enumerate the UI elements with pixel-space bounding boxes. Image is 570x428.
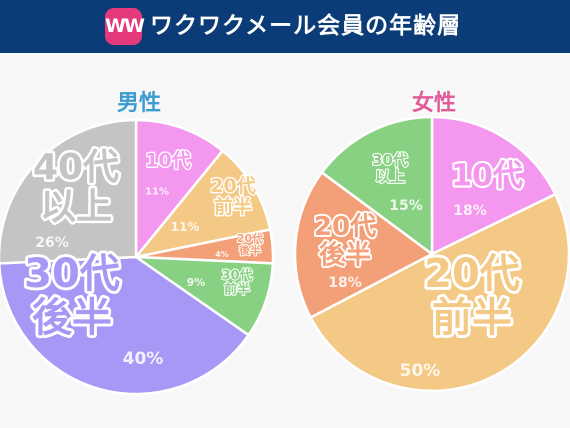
slice-label-0-5-1: 以上 bbox=[40, 186, 112, 227]
slice-label-1-3-0: 30代 bbox=[372, 151, 408, 169]
page-title: ワクワクメール会員の年齢層 bbox=[150, 13, 462, 39]
slice-label-1-2-1: 後半 bbox=[319, 239, 371, 270]
slice-percent-0-4: 40% bbox=[123, 349, 164, 369]
slice-label-0-2-0: 20代 bbox=[237, 231, 263, 245]
app-logo-icon: WW bbox=[105, 8, 145, 45]
pie-slice-0-4 bbox=[0, 255, 251, 396]
slice-label-1-1-0: 20代 bbox=[424, 251, 520, 297]
slice-percent-0-5: 26% bbox=[35, 235, 69, 251]
slice-label-1-1-1: 前半 bbox=[432, 295, 512, 341]
chart-title-female: 女性 bbox=[411, 91, 456, 116]
slice-percent-0-3: 9% bbox=[187, 276, 206, 289]
pie-slice-0-1 bbox=[132, 149, 272, 259]
header-bar: WW ワクワクメール会員の年齢層 bbox=[0, 0, 570, 53]
slice-label-0-5-0: 40代 bbox=[33, 147, 119, 188]
slice-label-0-3-0: 30代 bbox=[221, 267, 252, 283]
slice-percent-0-1: 11% bbox=[171, 220, 200, 234]
chart-title-male: 男性 bbox=[116, 91, 161, 116]
slice-percent-0-2: 4% bbox=[215, 250, 229, 259]
pie-slice-0-5 bbox=[0, 118, 138, 265]
pie-slice-1-1 bbox=[308, 192, 570, 393]
slice-label-1-3-1: 以上 bbox=[375, 168, 405, 186]
slice-percent-1-1: 50% bbox=[400, 361, 441, 381]
pie-slice-1-2 bbox=[293, 170, 435, 320]
slice-label-0-3-1: 前半 bbox=[224, 282, 250, 298]
slice-label-0-1-0: 20代 bbox=[210, 175, 255, 197]
slice-label-1-2-0: 20代 bbox=[314, 212, 376, 242]
slice-label-0-4-1: 後半 bbox=[32, 295, 112, 341]
slice-label-0-4-0: 30代 bbox=[24, 251, 120, 297]
slice-label-1-0-0: 10代 bbox=[451, 159, 523, 194]
slice-percent-1-0: 18% bbox=[453, 203, 487, 219]
slice-percent-1-2: 18% bbox=[328, 275, 362, 291]
slice-percent-0-0: 11% bbox=[145, 187, 169, 198]
slice-percent-1-3: 15% bbox=[389, 198, 423, 214]
slice-label-0-1-1: 前半 bbox=[214, 195, 252, 218]
slice-label-0-0-0: 10代 bbox=[145, 150, 190, 172]
pie-slice-0-0 bbox=[134, 118, 225, 261]
pie-slice-1-0 bbox=[430, 115, 557, 256]
pie-slice-1-3 bbox=[320, 115, 434, 257]
slice-label-0-2-1: 後半 bbox=[239, 243, 261, 257]
